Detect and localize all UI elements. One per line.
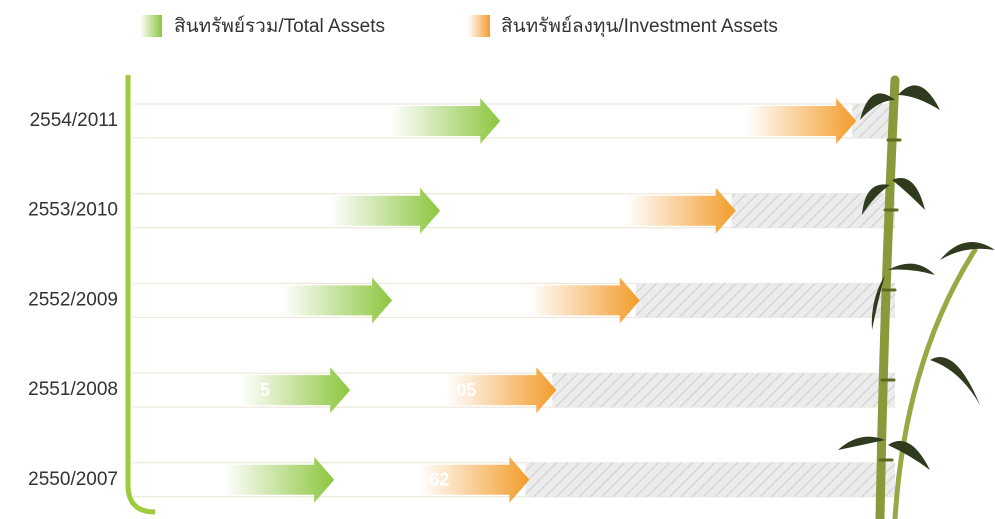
arrow	[240, 367, 350, 413]
arrow	[224, 457, 334, 503]
remainder	[636, 283, 895, 317]
y-tick-label: 2554/2011	[30, 110, 118, 131]
y-tick-label: 2550/2007	[28, 469, 118, 490]
value-label: 5	[260, 380, 270, 400]
arrow	[390, 98, 500, 144]
y-tick-label: 2552/2009	[28, 289, 118, 310]
arrow	[330, 188, 440, 234]
legend-swatch	[468, 15, 490, 37]
legend-label: สินทรัพย์ลงทุน/Investment Assets	[501, 15, 778, 38]
y-tick-label: 2553/2010	[28, 200, 118, 221]
remainder	[525, 463, 895, 497]
legend-label: สินทรัพย์รวม/Total Assets	[174, 15, 385, 37]
chart: 2554/2011 2553/2010 2552/2009 2551/2008 5 05 2…	[0, 0, 995, 519]
arrow	[626, 188, 736, 234]
legend: สินทรัพย์รวม/Total Assets สินทรัพย์ลงทุน…	[140, 15, 778, 38]
arrow	[282, 277, 392, 323]
arrow	[746, 98, 856, 144]
legend-swatch	[140, 15, 162, 37]
arrow	[530, 277, 640, 323]
value-label: 62	[429, 470, 449, 490]
remainder	[552, 373, 895, 407]
plot: 2554/2011 2553/2010 2552/2009 2551/2008 5 05 2…	[28, 98, 895, 503]
value-label: 05	[456, 380, 476, 400]
y-tick-label: 2551/2008	[28, 379, 118, 400]
axis-line	[128, 75, 155, 512]
